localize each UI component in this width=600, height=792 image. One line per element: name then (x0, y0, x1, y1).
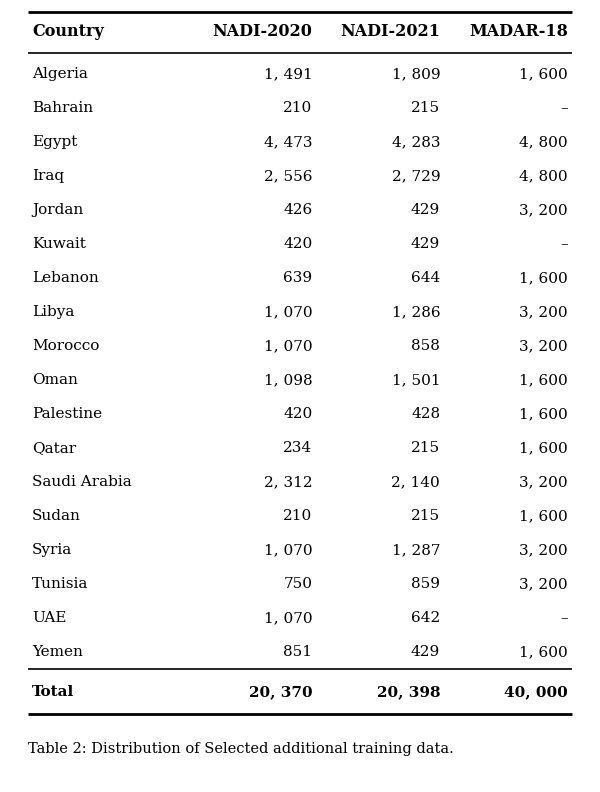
Text: 1, 600: 1, 600 (519, 509, 568, 523)
Text: 2, 140: 2, 140 (391, 475, 440, 489)
Text: 3, 200: 3, 200 (520, 305, 568, 319)
Text: Algeria: Algeria (32, 67, 88, 81)
Text: 1, 491: 1, 491 (263, 67, 313, 81)
Text: MADAR-18: MADAR-18 (469, 22, 568, 40)
Text: 4, 283: 4, 283 (392, 135, 440, 149)
Text: –: – (560, 101, 568, 115)
Text: Total: Total (32, 685, 74, 699)
Text: 1, 070: 1, 070 (263, 339, 313, 353)
Text: 420: 420 (283, 237, 313, 251)
Text: 858: 858 (411, 339, 440, 353)
Text: 420: 420 (283, 407, 313, 421)
Text: 851: 851 (283, 645, 313, 659)
Text: Tunisia: Tunisia (32, 577, 88, 591)
Text: Jordan: Jordan (32, 203, 83, 217)
Text: 3, 200: 3, 200 (520, 203, 568, 217)
Text: 428: 428 (411, 407, 440, 421)
Text: 4, 800: 4, 800 (520, 169, 568, 183)
Text: 4, 800: 4, 800 (520, 135, 568, 149)
Text: NADI-2020: NADI-2020 (212, 22, 313, 40)
Text: 20, 370: 20, 370 (248, 685, 313, 699)
Text: 429: 429 (411, 645, 440, 659)
Text: –: – (560, 237, 568, 251)
Text: 1, 600: 1, 600 (519, 645, 568, 659)
Text: 1, 098: 1, 098 (263, 373, 313, 387)
Text: Country: Country (32, 22, 104, 40)
Text: 859: 859 (411, 577, 440, 591)
Text: Libya: Libya (32, 305, 74, 319)
Text: Kuwait: Kuwait (32, 237, 86, 251)
Text: 429: 429 (411, 237, 440, 251)
Text: 3, 200: 3, 200 (520, 475, 568, 489)
Text: 210: 210 (283, 509, 313, 523)
Text: 1, 286: 1, 286 (392, 305, 440, 319)
Text: Egypt: Egypt (32, 135, 77, 149)
Text: 750: 750 (283, 577, 313, 591)
Text: 3, 200: 3, 200 (520, 339, 568, 353)
Text: 1, 600: 1, 600 (519, 373, 568, 387)
Text: NADI-2021: NADI-2021 (340, 22, 440, 40)
Text: 2, 729: 2, 729 (392, 169, 440, 183)
Text: 3, 200: 3, 200 (520, 577, 568, 591)
Text: Iraq: Iraq (32, 169, 64, 183)
Text: 1, 600: 1, 600 (519, 67, 568, 81)
Text: 1, 070: 1, 070 (263, 611, 313, 625)
Text: 1, 501: 1, 501 (392, 373, 440, 387)
Text: Table 2: Distribution of Selected additional training data.: Table 2: Distribution of Selected additi… (28, 742, 454, 756)
Text: 639: 639 (283, 271, 313, 285)
Text: 1, 600: 1, 600 (519, 271, 568, 285)
Text: 215: 215 (411, 509, 440, 523)
Text: 234: 234 (283, 441, 313, 455)
Text: Qatar: Qatar (32, 441, 76, 455)
Text: 1, 809: 1, 809 (392, 67, 440, 81)
Text: 429: 429 (411, 203, 440, 217)
Text: Palestine: Palestine (32, 407, 102, 421)
Text: Oman: Oman (32, 373, 78, 387)
Text: 1, 600: 1, 600 (519, 441, 568, 455)
Text: Yemen: Yemen (32, 645, 83, 659)
Text: 20, 398: 20, 398 (377, 685, 440, 699)
Text: Syria: Syria (32, 543, 72, 557)
Text: 215: 215 (411, 101, 440, 115)
Text: 1, 070: 1, 070 (263, 543, 313, 557)
Text: UAE: UAE (32, 611, 67, 625)
Text: 642: 642 (411, 611, 440, 625)
Text: 1, 600: 1, 600 (519, 407, 568, 421)
Text: 1, 070: 1, 070 (263, 305, 313, 319)
Text: 4, 473: 4, 473 (264, 135, 313, 149)
Text: Lebanon: Lebanon (32, 271, 99, 285)
Text: –: – (560, 611, 568, 625)
Text: Morocco: Morocco (32, 339, 100, 353)
Text: Sudan: Sudan (32, 509, 81, 523)
Text: 210: 210 (283, 101, 313, 115)
Text: 426: 426 (283, 203, 313, 217)
Text: 644: 644 (411, 271, 440, 285)
Text: Bahrain: Bahrain (32, 101, 93, 115)
Text: 1, 287: 1, 287 (392, 543, 440, 557)
Text: 215: 215 (411, 441, 440, 455)
Text: Saudi Arabia: Saudi Arabia (32, 475, 132, 489)
Text: 40, 000: 40, 000 (504, 685, 568, 699)
Text: 2, 556: 2, 556 (264, 169, 313, 183)
Text: 2, 312: 2, 312 (263, 475, 313, 489)
Text: 3, 200: 3, 200 (520, 543, 568, 557)
